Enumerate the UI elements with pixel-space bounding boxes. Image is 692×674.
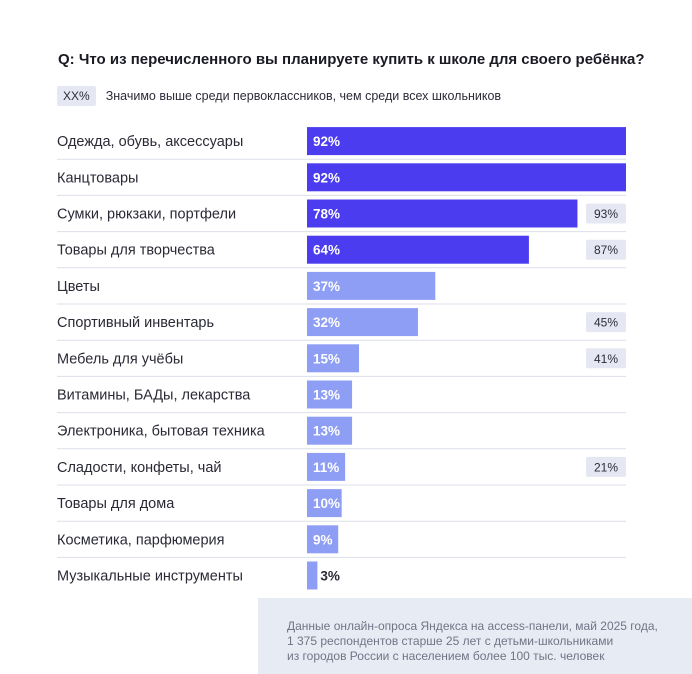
bar	[307, 163, 626, 192]
category-label: Спортивный инвентарь	[57, 315, 214, 331]
value-label: 92%	[313, 170, 340, 185]
footnote-line-1: Данные онлайн-опроса Яндекса на access-п…	[287, 619, 658, 633]
category-label: Витамины, БАДы, лекарства	[57, 388, 251, 404]
bar	[307, 452, 346, 481]
value-label: 9%	[313, 532, 333, 547]
first-grader-value: 93%	[594, 207, 618, 221]
category-label: Электроника, бытовая техника	[57, 424, 266, 440]
category-label: Цветы	[57, 279, 100, 295]
bar	[307, 561, 318, 590]
footnote-line-3: из городов России с населением более 100…	[287, 649, 605, 663]
first-grader-badge	[586, 348, 626, 369]
first-grader-badge	[586, 456, 626, 477]
first-grader-badge	[586, 312, 626, 333]
bar	[307, 127, 626, 156]
category-label: Товары для творчества	[57, 243, 216, 259]
category-label: Товары для дома	[57, 496, 175, 512]
legend-text: Значимо выше среди первоклассников, чем …	[105, 89, 502, 103]
category-label: Сумки, рюкзаки, портфели	[57, 207, 236, 223]
bar	[307, 525, 339, 554]
legend: XX% Значимо выше среди первоклассников, …	[57, 86, 501, 106]
category-label: Мебель для учёбы	[57, 351, 183, 367]
value-label: 32%	[313, 315, 340, 330]
first-grader-value: 45%	[594, 316, 618, 330]
first-grader-value: 21%	[594, 460, 618, 474]
footnote: Данные онлайн-опроса Яндекса на access-п…	[258, 598, 692, 674]
bar-chart: Одежда, обувь, аксессуары 92% Канцтовары 92…	[57, 127, 626, 590]
footnote-line-2: 1 375 респондентов старше 25 лет с детьм…	[287, 634, 614, 648]
value-label: 3%	[320, 569, 340, 584]
category-label: Косметика, парфюмерия	[57, 532, 225, 548]
first-grader-badge	[586, 203, 626, 224]
category-label: Канцтовары	[57, 170, 138, 186]
value-label: 11%	[313, 460, 339, 475]
category-label: Одежда, обувь, аксессуары	[57, 134, 243, 150]
bar	[307, 344, 360, 373]
value-label: 13%	[313, 388, 340, 403]
category-label: Сладости, конфеты, чай	[57, 460, 222, 476]
bar	[307, 271, 436, 300]
first-grader-badge	[586, 239, 626, 260]
value-label: 15%	[313, 351, 340, 366]
value-label: 78%	[313, 207, 340, 222]
legend-badge: XX%	[57, 86, 96, 106]
value-label: 92%	[313, 134, 340, 149]
bar	[307, 308, 418, 337]
category-label: Музыкальные инструменты	[57, 569, 243, 585]
bar	[307, 199, 578, 228]
bar	[307, 380, 353, 409]
bar	[307, 235, 529, 264]
first-grader-value: 87%	[594, 243, 618, 257]
question-title: Q: Что из перечисленного вы планируете к…	[58, 51, 645, 68]
bar	[307, 416, 353, 445]
first-grader-value: 41%	[594, 352, 618, 366]
value-label: 64%	[313, 243, 340, 258]
value-label: 13%	[313, 424, 340, 439]
value-label: 10%	[313, 496, 340, 511]
value-label: 37%	[313, 279, 340, 294]
bar	[307, 489, 342, 518]
